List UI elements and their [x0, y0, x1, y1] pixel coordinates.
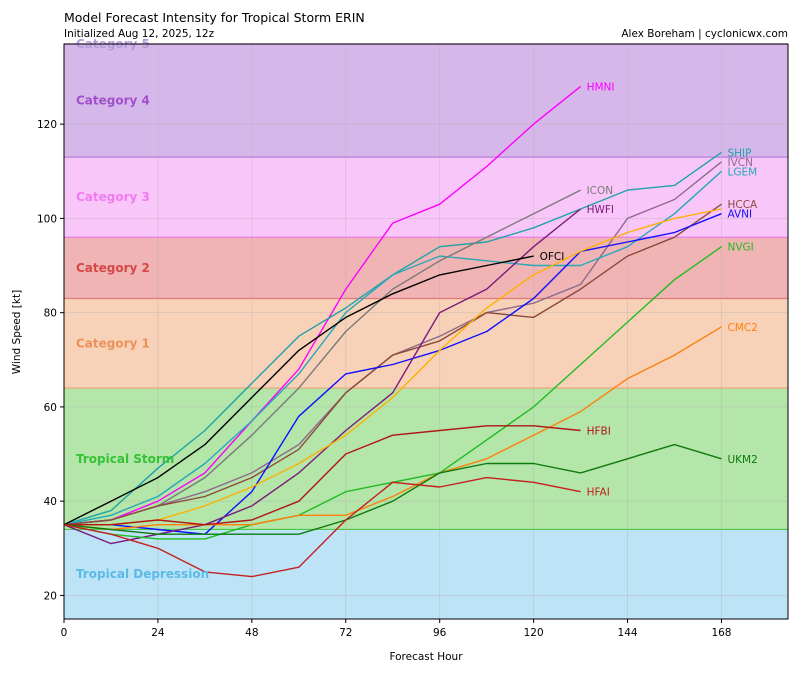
series-line-hwfi [63, 208, 582, 545]
x-tick-label: 96 [433, 627, 447, 639]
band-label-tropical-depression: Tropical Depression [76, 567, 209, 581]
band-category-3 [64, 157, 788, 238]
band-label-category-1: Category 1 [76, 336, 150, 350]
series-label-hwfi: HWFI [587, 204, 614, 216]
series-line-ukm2 [63, 443, 722, 535]
x-tick-label: 48 [245, 627, 258, 639]
x-tick-label: 24 [151, 627, 165, 639]
series-label-icon: ICON [587, 185, 614, 197]
series-line-cmc2 [63, 326, 722, 531]
intensity-bands [64, 43, 788, 619]
series-label-hfai: HFAI [587, 487, 610, 499]
band-label-category-4: Category 4 [76, 94, 150, 108]
series-line-hcca [63, 203, 722, 526]
band-label-category-2: Category 2 [76, 261, 150, 275]
x-tick-label: 168 [711, 627, 731, 639]
series-label-hcca: HCCA [727, 199, 758, 211]
band-label-category-3: Category 3 [76, 190, 150, 204]
chart-title: Model Forecast Intensity for Tropical St… [64, 10, 365, 25]
band-category-1 [64, 298, 788, 389]
plot-frame [63, 43, 789, 620]
x-tick-label: 120 [524, 627, 544, 639]
x-tick-label: 0 [61, 627, 68, 639]
series-line-ofci [63, 255, 534, 526]
y-tick-label: 60 [44, 402, 57, 414]
chart-subtitle: Initialized Aug 12, 2025, 12z [64, 28, 215, 40]
series-label-ukm2: UKM2 [727, 454, 757, 466]
series-label-ofci: OFCI [540, 251, 565, 263]
series-label-lgem: LGEM [727, 166, 757, 178]
series-line-unlabeled-11 [64, 208, 722, 526]
x-tick-label: 144 [618, 627, 638, 639]
series-line-hmni [63, 85, 582, 526]
band-label-tropical-storm: Tropical Storm [76, 452, 174, 466]
band-tropical-depression [64, 529, 788, 619]
series-label-ship: SHIP [727, 147, 751, 159]
y-tick-label: 80 [44, 308, 57, 320]
y-tick-label: 100 [37, 213, 57, 225]
y-tick-label: 20 [44, 590, 57, 602]
x-tick-label: 72 [339, 627, 352, 639]
series-line-hfai [63, 476, 581, 578]
series-label-nvgi: NVGI [727, 242, 753, 254]
x-axis-label: Forecast Hour [389, 651, 463, 663]
y-axis-label: Wind Speed [kt] [11, 290, 23, 374]
series-line-hfbi [64, 425, 581, 526]
series-label-hfbi: HFBI [587, 425, 611, 437]
series-label-avni: AVNI [727, 209, 752, 221]
band-category-2 [64, 237, 788, 299]
series-label-hmni: HMNI [587, 81, 615, 93]
band-category-4 [64, 44, 788, 158]
series-line-lgem [63, 170, 722, 526]
series-lines [63, 85, 722, 578]
series-label-ivcn: IVCN [727, 157, 752, 169]
band-labels: Tropical Depression Tropical Storm Categor… [76, 37, 209, 581]
axis-ticks: 0 24 48 72 96 120 144 168 20 40 60 80 100 120 [37, 119, 732, 639]
series-label-cmc2: CMC2 [727, 322, 757, 334]
chart-credit: Alex Boreham | cyclonicwx.com [621, 28, 788, 40]
y-tick-label: 40 [44, 496, 57, 508]
y-tick-label: 120 [37, 119, 57, 131]
